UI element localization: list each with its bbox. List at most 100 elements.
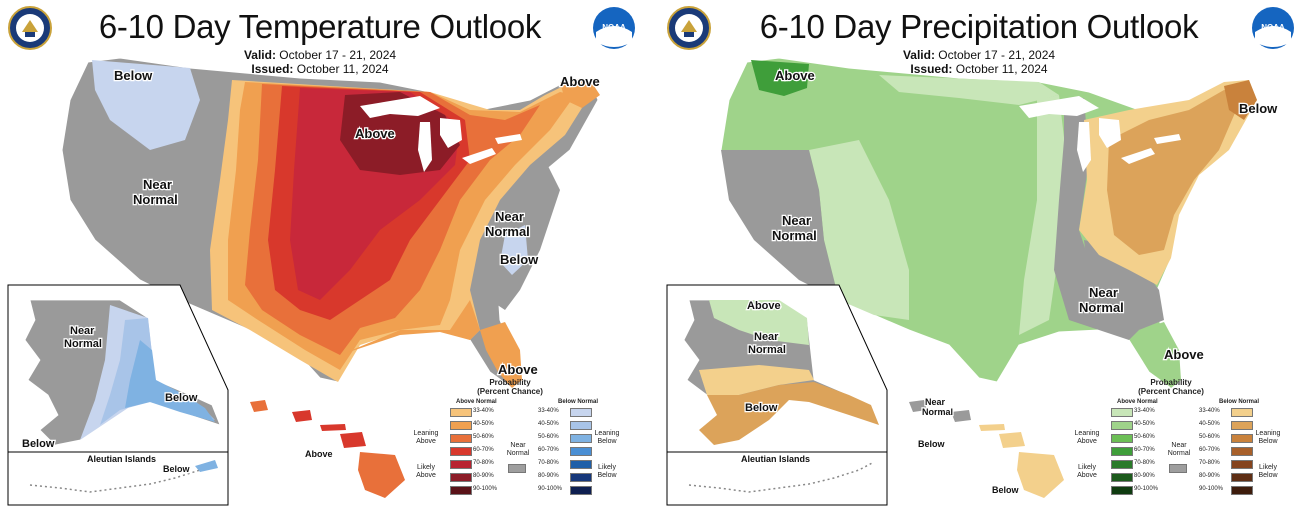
valid-value: October 17 - 21, 2024 (938, 48, 1056, 62)
legend-above-range: 90-100% (1134, 486, 1159, 492)
label-ak-above: Above (747, 300, 781, 312)
legend-above-range: 50-60% (473, 434, 494, 440)
label-hi-below-2: Below (992, 485, 1020, 495)
legend-below-swatch (570, 434, 592, 443)
label-ak-near-2: Normal (64, 338, 102, 350)
legend-below-range: 50-60% (538, 434, 559, 440)
legend-above-swatch (450, 434, 472, 443)
legend-above-range: 60-70% (473, 447, 494, 453)
legend-leaning-below: Leaning Below (1253, 430, 1283, 446)
hi-molokai (979, 424, 1005, 431)
label-hi-above: Above (305, 449, 333, 459)
aleutian-chain (29, 461, 216, 493)
legend-likely-below: Likely Below (592, 464, 622, 480)
legend-below-swatch (570, 421, 592, 430)
legend-below-header: Below Normal (558, 399, 599, 405)
legend-above-swatch (450, 408, 472, 417)
precip-above-nw (751, 60, 809, 96)
issued-value: October 11, 2024 (955, 62, 1048, 76)
label-above-fl: Above (1164, 347, 1204, 362)
legend-above-swatch (450, 473, 472, 482)
hi-maui (999, 432, 1025, 448)
legend-above-swatch (1111, 473, 1133, 482)
legend-likely-above: Likely Above (1071, 464, 1103, 480)
issued-value: October 11, 2024 (296, 62, 389, 76)
noaa-logo-icon: NOAA (593, 7, 635, 49)
legend-below-swatch (1231, 460, 1253, 469)
svg-text:NOAA: NOAA (1261, 23, 1285, 32)
legend-above-range: 80-90% (473, 473, 494, 479)
hi-kauai (250, 400, 268, 412)
label-hi-near-1: Near (925, 397, 946, 407)
legend-below-range: 40-50% (1199, 421, 1220, 427)
precip-above-33-west (809, 140, 909, 320)
label-near-se-2: Normal (1079, 300, 1124, 315)
legend-near-1: Near (510, 442, 526, 449)
legend-title-2: (Percent Chance) (1138, 387, 1204, 396)
hi-oahu (951, 410, 971, 422)
valid-value: October 17 - 21, 2024 (279, 48, 397, 62)
legend-likely-above-2: Above (1077, 472, 1097, 479)
svg-text:NOAA: NOAA (602, 23, 626, 32)
legend-above-swatch (1111, 408, 1133, 417)
legend-near-2: Normal (1167, 450, 1191, 457)
legend-above-range: 70-80% (473, 460, 494, 466)
label-ak-below-sw: Below (22, 438, 55, 450)
precip-below-40 (1107, 90, 1244, 255)
valid-label: Valid: (243, 48, 276, 62)
legend-likely-below-2: Below (1258, 472, 1278, 479)
legend-near-normal: Near Normal (1165, 442, 1193, 458)
label-near-w-2: Normal (133, 192, 178, 207)
legend-leaning-below: Leaning Below (592, 430, 622, 446)
label-ak-near-1: Near (754, 331, 779, 343)
label-hi-below-1: Below (918, 439, 946, 449)
legend-above-range: 40-50% (1134, 421, 1155, 427)
lake-superior (1019, 96, 1099, 118)
lake-huron (440, 118, 462, 148)
legend-below-range: 70-80% (538, 460, 559, 466)
legend-below-range: 40-50% (538, 421, 559, 427)
label-aleutian-below: Below (163, 464, 191, 474)
precipitation-map: Above Below Near Normal Near Normal Abov… (666, 57, 1279, 506)
label-near-w-2: Normal (772, 228, 817, 243)
legend-leaning-above-2: Above (416, 438, 436, 445)
legend-below-range: 70-80% (1199, 460, 1220, 466)
label-ak-near-1: Near (70, 325, 95, 337)
ak-below-dark (125, 340, 215, 422)
legend-near-swatch (508, 464, 526, 473)
legend-below-swatch (570, 486, 592, 495)
legend-above-swatch (1111, 486, 1133, 495)
legend-below-swatch (570, 460, 592, 469)
precip-above-33-east (1019, 95, 1069, 335)
legend-below-range: 60-70% (1199, 447, 1220, 453)
hi-kauai (909, 400, 927, 412)
legend-below-swatch (570, 408, 592, 417)
legend-title-1: Probability (1150, 378, 1192, 387)
label-above-nw: Above (775, 68, 815, 83)
precipitation-title: 6-10 Day Precipitation Outlook (759, 8, 1199, 45)
legend-leaning-below-2: Below (1258, 438, 1278, 445)
temp-below-nw (92, 60, 200, 150)
legend-below-range: 90-100% (538, 486, 563, 492)
temp-maine (560, 80, 600, 108)
legend-near-swatch (1169, 464, 1187, 473)
label-above-ne: Above (560, 74, 600, 89)
label-ak-below: Below (745, 402, 778, 414)
lake-ontario (1154, 134, 1181, 144)
legend-below-swatch (1231, 434, 1253, 443)
legend-below-header: Below Normal (1219, 399, 1260, 405)
hi-big (358, 452, 405, 498)
legend-above-swatch (450, 486, 472, 495)
legend-below-swatch (1231, 447, 1253, 456)
temp-gulf (340, 300, 480, 355)
label-near-w-1: Near (143, 177, 172, 192)
legend-leaning-above-1: Leaning (413, 430, 439, 437)
legend-below-range: 60-70% (538, 447, 559, 453)
lake-michigan (418, 122, 432, 172)
legend-above-swatch (1111, 447, 1133, 456)
temperature-outlook-panel: Below Above Above Near Normal Near Norma… (0, 0, 640, 506)
legend-above-range: 40-50% (473, 421, 494, 427)
legend-near-1: Near (1171, 442, 1187, 449)
valid-label: Valid: (902, 48, 935, 62)
legend-above-swatch (1111, 434, 1133, 443)
